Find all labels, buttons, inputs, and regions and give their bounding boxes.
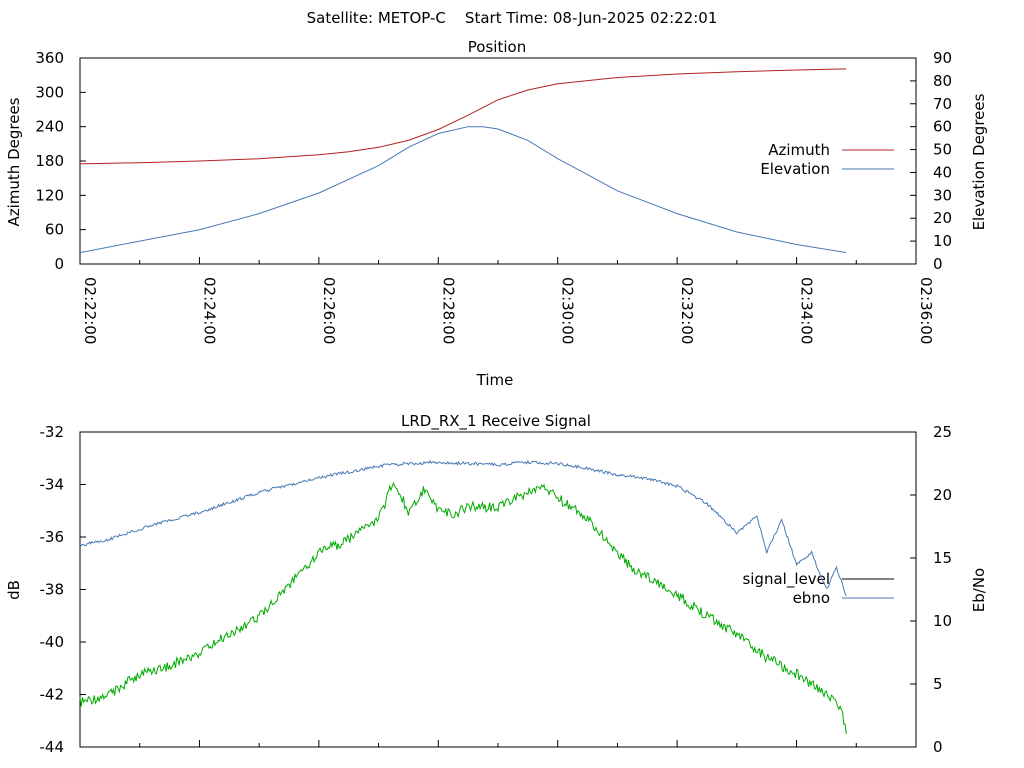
y-left-tick-label: 300 (35, 83, 64, 101)
plot-frame (79, 431, 917, 748)
series-line-azimuth (79, 68, 847, 165)
position-y-left-label: Azimuth Degrees (5, 97, 23, 226)
signal-y-right-label: Eb/No (970, 568, 988, 612)
position-y-right-label: Elevation Degrees (970, 93, 988, 230)
signal-y-left-label: dB (5, 580, 23, 600)
y-right-tick-label: 90 (933, 49, 952, 67)
series-line-elevation (79, 126, 847, 254)
y-right-tick-label: 10 (933, 612, 952, 630)
y-right-tick-label: 10 (933, 232, 952, 250)
position-chart-title: Position (468, 38, 526, 56)
x-tick-label: 02:28:00 (439, 277, 457, 344)
y-left-tick-label: -34 (40, 476, 65, 494)
y-left-tick-label: -44 (40, 738, 65, 756)
x-tick-label: 02:22:00 (81, 277, 99, 344)
y-right-tick-label: 40 (933, 163, 952, 181)
signal-chart: -44 -42 -40 -38 -36 -34 -32 0 5 10 15 20 25 signal_le… (40, 423, 953, 756)
legend-label-signal_level: signal_level (742, 570, 830, 589)
y-right-tick-label: 0 (933, 255, 943, 273)
y-left-tick-label: -36 (40, 528, 65, 546)
y-right-tick-label: 60 (933, 118, 952, 136)
y-left-tick-label: 60 (45, 221, 64, 239)
x-tick-label: 02:32:00 (678, 277, 696, 344)
y-left-tick-label: -42 (40, 686, 65, 704)
y-left-tick-label: -38 (40, 581, 65, 599)
x-tick-label: 02:34:00 (798, 277, 816, 344)
series-line-signal_level (79, 481, 847, 734)
legend-label-elevation: Elevation (760, 160, 830, 178)
x-tick-label: 02:24:00 (200, 277, 218, 344)
y-right-tick-label: 15 (933, 549, 952, 567)
legend-label-ebno: ebno (793, 589, 830, 607)
y-left-tick-label: 240 (35, 118, 64, 136)
y-right-tick-label: 20 (933, 209, 952, 227)
y-right-tick-label: 80 (933, 72, 952, 90)
y-right-tick-label: 20 (933, 486, 952, 504)
y-right-tick-label: 70 (933, 95, 952, 113)
position-x-axis-label: Time (476, 371, 514, 389)
y-right-tick-label: 50 (933, 141, 952, 159)
y-left-tick-label: -40 (40, 633, 65, 651)
legend-label-azimuth: Azimuth (768, 141, 830, 159)
series-line-ebno (79, 459, 847, 597)
y-right-tick-label: 25 (933, 423, 952, 441)
position-chart: 0 60 120 180 240 300 360 0 10 20 30 40 50 60 70 80 90 02:… (35, 49, 952, 344)
y-left-tick-label: 360 (35, 49, 64, 67)
y-right-tick-label: 5 (933, 675, 943, 693)
y-left-tick-label: 0 (54, 255, 64, 273)
page-title: Satellite: METOP-C Start Time: 08-Jun-20… (307, 9, 718, 27)
x-tick-label: 02:26:00 (320, 277, 338, 344)
y-right-tick-label: 30 (933, 186, 952, 204)
x-tick-label: 02:36:00 (917, 277, 935, 344)
signal-chart-title: LRD_RX_1 Receive Signal (401, 412, 591, 431)
y-left-tick-label: -32 (40, 423, 65, 441)
y-left-tick-label: 180 (35, 152, 64, 170)
y-left-tick-label: 120 (35, 186, 64, 204)
y-right-tick-label: 0 (933, 738, 943, 756)
x-tick-label: 02:30:00 (559, 277, 577, 344)
